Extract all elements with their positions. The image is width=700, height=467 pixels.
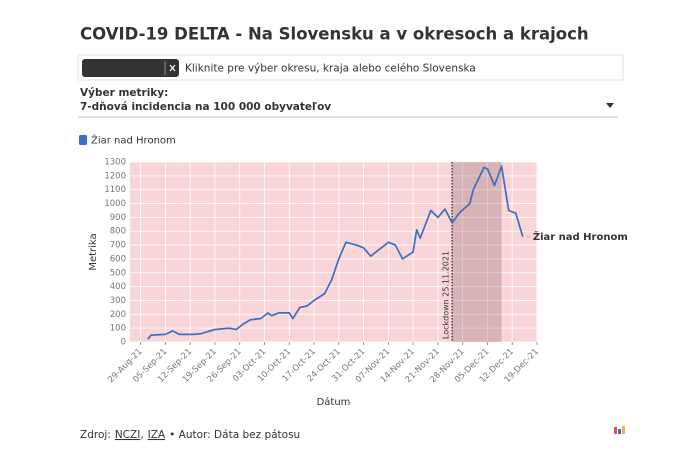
source-link[interactable]: IZA	[148, 429, 166, 441]
y-tick-label: 700	[110, 241, 126, 251]
metric-label: Výber metriky:	[80, 87, 168, 99]
y-tick-label: 800	[110, 227, 126, 237]
logo	[614, 426, 625, 434]
legend-label: Žiar nad Hronom	[91, 134, 176, 147]
dropdown-arrow[interactable]	[606, 103, 614, 108]
series-line	[147, 165, 524, 340]
y-tick-label: 200	[110, 310, 126, 320]
chart-title: COVID-19 DELTA - Na Slovensku a v okreso…	[80, 25, 589, 44]
y-tick-label: 1100	[104, 185, 126, 195]
y-axis-title: Metrika	[88, 233, 99, 270]
y-tick-label: 600	[110, 254, 126, 264]
source-separator: ,	[140, 429, 143, 441]
select-placeholder: Kliknite pre výber okresu, kraja alebo c…	[185, 63, 476, 75]
y-tick-label: 1200	[104, 171, 126, 181]
selected-tag-text: Žiar nad Hronom	[88, 62, 173, 75]
y-tick-label: 500	[110, 268, 126, 278]
y-tick-label: 100	[110, 324, 126, 334]
source-author: • Autor: Dáta bez pátosu	[169, 429, 300, 441]
y-tick-label: 0	[121, 338, 126, 348]
y-tick-label: 1000	[104, 199, 126, 209]
legend-swatch	[79, 135, 87, 145]
y-tick-label: 1300	[104, 158, 126, 168]
chart: Žiar nad Hronom 0 100 200 300 400 500 600 700 800…	[79, 134, 628, 408]
lockdown-label: Lockdown 25.11.2021	[442, 251, 451, 339]
source-label: Zdroj:	[80, 429, 111, 441]
y-tick-label: 400	[110, 282, 126, 292]
y-tick-label: 900	[110, 213, 126, 223]
source-link[interactable]: NCZI	[115, 429, 140, 441]
plot-background	[130, 162, 537, 342]
metric-select[interactable]: 7-dňová incidencia na 100 000 obyvateľov	[80, 101, 331, 113]
end-label: Žiar nad Hronom	[533, 230, 628, 243]
tag-remove[interactable]	[169, 64, 176, 72]
selected-tag[interactable]	[82, 59, 179, 77]
lockdown-shade	[452, 162, 502, 342]
x-axis-title: Dátum	[317, 396, 351, 408]
y-tick-label: 300	[110, 296, 126, 306]
source: Zdroj: NCZI, IZA • Autor: Dáta bez pátosu	[80, 429, 300, 441]
